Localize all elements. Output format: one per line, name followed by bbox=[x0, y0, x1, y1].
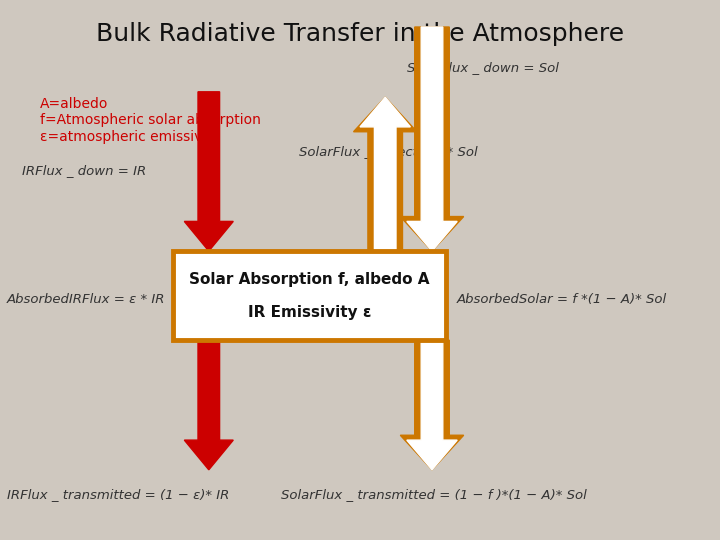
FancyArrow shape bbox=[184, 92, 233, 251]
Text: AbsorbedIRFlux = ε * IR: AbsorbedIRFlux = ε * IR bbox=[7, 293, 166, 306]
Text: SolarFlux _ reflect = A* Sol: SolarFlux _ reflect = A* Sol bbox=[299, 145, 477, 158]
FancyBboxPatch shape bbox=[173, 251, 446, 340]
FancyArrow shape bbox=[407, 27, 457, 251]
Text: SolarFlux _ transmitted = (1 − f )*(1 − A)* Sol: SolarFlux _ transmitted = (1 − f )*(1 − … bbox=[281, 488, 587, 501]
Text: SolarFlux _ down = Sol: SolarFlux _ down = Sol bbox=[407, 61, 559, 74]
Text: IRFlux _ down = IR: IRFlux _ down = IR bbox=[22, 164, 146, 177]
Text: IRFlux _ transmitted = (1 − ε)* IR: IRFlux _ transmitted = (1 − ε)* IR bbox=[7, 488, 230, 501]
Text: AbsorbedSolar = f *(1 − A)* Sol: AbsorbedSolar = f *(1 − A)* Sol bbox=[457, 293, 667, 306]
FancyArrow shape bbox=[400, 340, 464, 470]
FancyArrow shape bbox=[184, 340, 233, 470]
Text: A=albedo
f=Atmospheric solar absorption
ε=atmospheric emissivity: A=albedo f=Atmospheric solar absorption … bbox=[40, 97, 261, 144]
FancyArrow shape bbox=[354, 97, 417, 251]
FancyArrow shape bbox=[360, 97, 410, 251]
FancyArrow shape bbox=[407, 340, 457, 470]
Text: Solar Absorption f, albedo A: Solar Absorption f, albedo A bbox=[189, 272, 430, 287]
Text: IR Emissivity ε: IR Emissivity ε bbox=[248, 306, 372, 320]
Text: Bulk Radiative Transfer in the Atmosphere: Bulk Radiative Transfer in the Atmospher… bbox=[96, 22, 624, 45]
FancyArrow shape bbox=[400, 27, 464, 251]
